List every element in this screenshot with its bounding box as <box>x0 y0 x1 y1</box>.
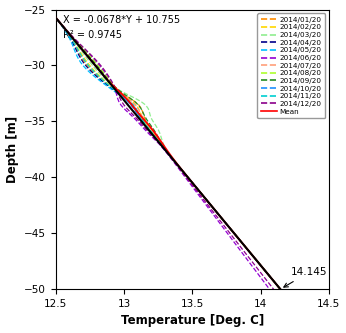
Legend: 2014/01/20, 2014/02/20, 2014/03/20, 2014/04/20, 2014/05/20, 2014/06/20, 2014/07/: 2014/01/20, 2014/02/20, 2014/03/20, 2014… <box>257 13 325 118</box>
Text: X = -0.0678*Y + 10.755: X = -0.0678*Y + 10.755 <box>63 15 180 25</box>
Text: 14.145: 14.145 <box>284 267 327 287</box>
X-axis label: Temperature [Deg. C]: Temperature [Deg. C] <box>121 314 264 327</box>
Text: R² = 0.9745: R² = 0.9745 <box>63 30 122 40</box>
Y-axis label: Depth [m]: Depth [m] <box>6 116 19 183</box>
